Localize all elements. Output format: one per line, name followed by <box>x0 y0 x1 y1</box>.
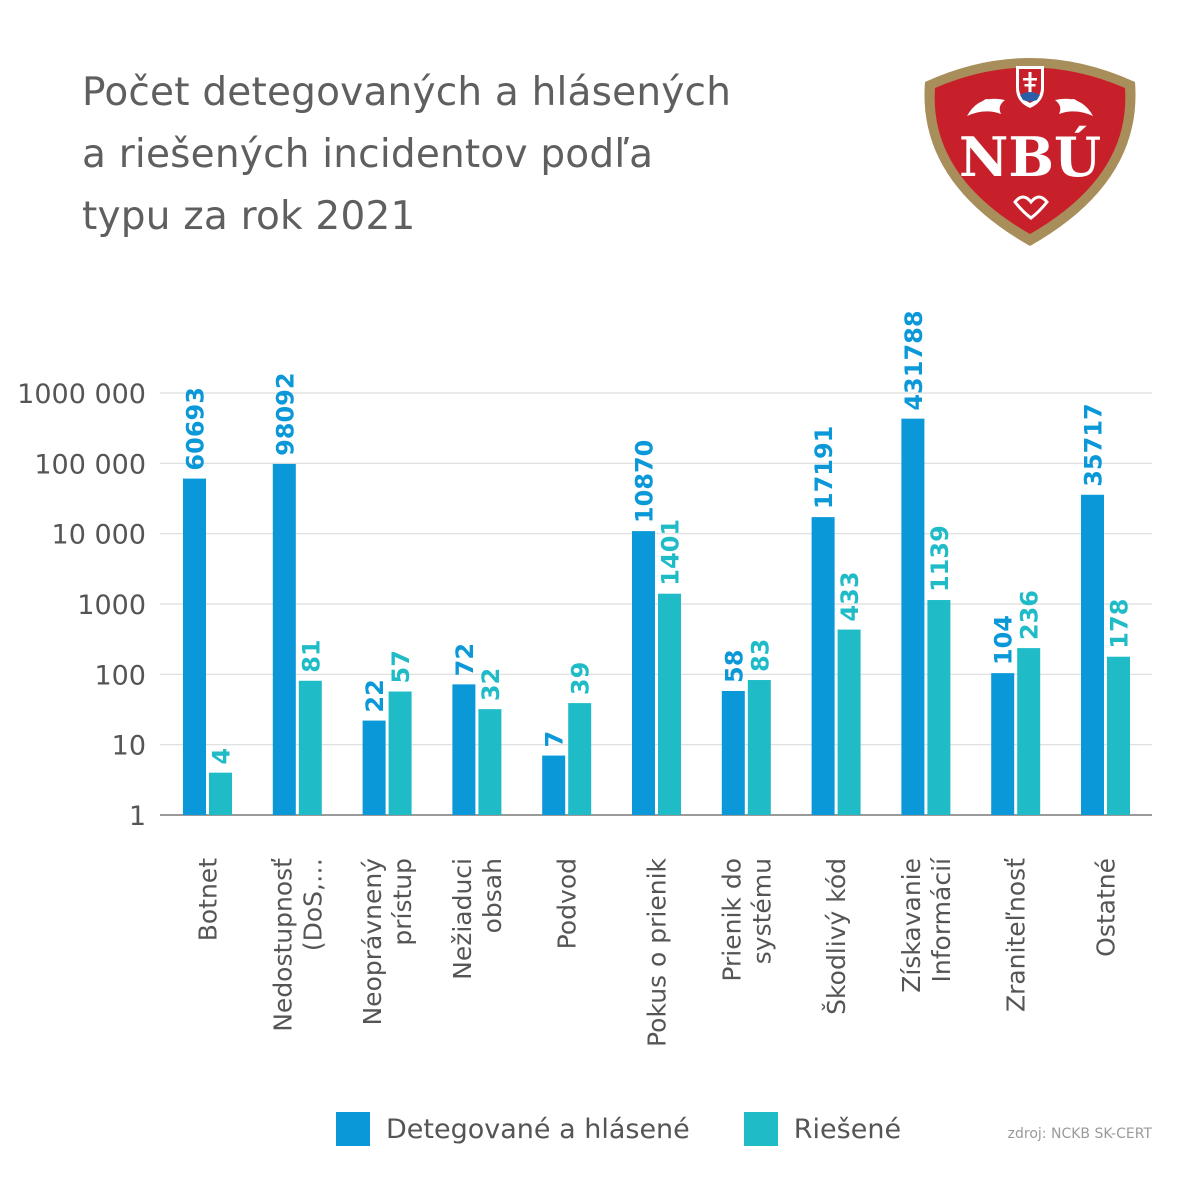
bar-resolved <box>837 629 861 815</box>
data-label-detected: 72 <box>451 643 479 676</box>
x-category-label: Získavanie <box>897 858 926 993</box>
x-category-label: Informácií <box>927 857 956 983</box>
source-note: zdroj: NCKB SK-CERT <box>1007 1126 1152 1142</box>
bar-resolved <box>1017 648 1041 815</box>
data-label-detected: 7 <box>541 731 569 748</box>
x-category-label: Prienik do <box>717 858 746 982</box>
x-category-label: Botnet <box>194 858 223 941</box>
legend-item-detected: Detegované a hlásené <box>336 1112 690 1146</box>
legend-label-detected: Detegované a hlásené <box>386 1113 690 1145</box>
data-label-detected: 58 <box>720 650 748 683</box>
bar-resolved <box>1107 656 1130 815</box>
bar-detected <box>452 684 476 815</box>
logo-text: NBÚ <box>959 125 1101 189</box>
legend-label-resolved: Riešené <box>793 1113 902 1145</box>
data-label-resolved: 1139 <box>926 525 954 592</box>
chart-title: Počet detegovaných a hlásených a riešený… <box>82 62 802 248</box>
bar-resolved <box>568 703 592 815</box>
bar-detected <box>362 720 386 815</box>
bar-resolved <box>927 600 951 815</box>
y-tick-label: 10 000 <box>52 520 146 551</box>
bar-resolved <box>298 680 322 815</box>
bar-detected <box>272 463 296 815</box>
bar-resolved <box>747 680 771 815</box>
x-category-label: Pokus o prienik <box>643 857 672 1047</box>
data-label-detected: 22 <box>361 679 389 712</box>
y-tick-label: 100 <box>94 660 146 691</box>
chart-title-line-2: a riešených incidentov podľa <box>82 132 654 177</box>
data-label-resolved: 178 <box>1106 599 1134 649</box>
legend-swatch-resolved <box>743 1112 778 1146</box>
bar-detected <box>183 478 206 815</box>
chart-title-line-3: typu za rok 2021 <box>82 194 416 239</box>
data-label-resolved: 433 <box>836 571 864 621</box>
bar-resolved <box>478 709 502 815</box>
legend-swatch-detected <box>336 1112 370 1146</box>
data-label-detected: 17191 <box>810 426 838 510</box>
bar-resolved <box>209 772 232 815</box>
grid-lines <box>160 392 1152 816</box>
data-label-resolved: 1401 <box>657 519 685 586</box>
x-category-label: Ostatné <box>1092 858 1121 957</box>
data-label-detected: 104 <box>990 615 1018 665</box>
x-category-label: Zraniteľnosť <box>1002 858 1031 1012</box>
x-category-label: Škodlivý kód <box>821 858 851 1015</box>
bar-resolved <box>658 593 681 815</box>
x-category-label: Neoprávnený <box>358 858 387 1026</box>
bar-detected <box>721 690 745 815</box>
bar-detected <box>901 418 925 815</box>
y-tick-label: 1000 <box>77 590 146 621</box>
y-tick-label: 1 <box>129 801 146 832</box>
x-category-label: Podvod <box>553 858 582 949</box>
x-category-label: (DoS,… <box>298 858 327 951</box>
bar-detected <box>632 531 655 815</box>
chart-title-line-1: Počet detegovaných a hlásených <box>82 70 732 115</box>
data-label-resolved: 4 <box>208 748 236 765</box>
x-axis-category-labels: Botnet Nedostupnosť (DoS,… Neoprávnený príst… <box>194 857 1121 1047</box>
data-label-resolved: 32 <box>477 668 505 701</box>
legend-item-resolved: Riešené <box>743 1112 902 1146</box>
data-label-detected: 35717 <box>1080 403 1108 487</box>
x-category-label: Nedostupnosť <box>268 858 297 1032</box>
bar-detected <box>811 517 835 815</box>
data-label-resolved: 39 <box>567 662 595 695</box>
x-category-label: obsah <box>478 858 507 933</box>
bar-resolved <box>388 691 412 815</box>
data-label-resolved: 236 <box>1016 590 1044 640</box>
data-label-detected: 10870 <box>631 440 659 524</box>
bars <box>183 418 1130 815</box>
y-tick-label: 1000 000 <box>17 379 146 410</box>
bar-detected <box>1081 494 1104 815</box>
x-category-label: prístup <box>388 858 417 946</box>
data-label-detected: 98092 <box>271 372 299 456</box>
nbu-logo: NBÚ <box>924 58 1136 246</box>
x-category-label: Nežiaduci <box>448 858 477 980</box>
y-tick-label: 10 <box>112 731 146 762</box>
bar-detected <box>542 755 566 815</box>
data-label-resolved: 57 <box>387 650 415 683</box>
y-axis-tick-labels: 1 10 100 1000 10 000 100 000 1000 000 <box>17 379 146 832</box>
data-label-detected: 431788 <box>900 310 928 410</box>
bar-detected <box>991 673 1015 815</box>
data-label-resolved: 83 <box>746 639 774 672</box>
legend: Detegované a hlásené Riešené <box>336 1112 955 1146</box>
data-label-detected: 60693 <box>182 387 210 471</box>
data-label-resolved: 81 <box>297 639 325 672</box>
y-tick-label: 100 000 <box>34 449 146 480</box>
x-category-label: systému <box>747 858 776 964</box>
